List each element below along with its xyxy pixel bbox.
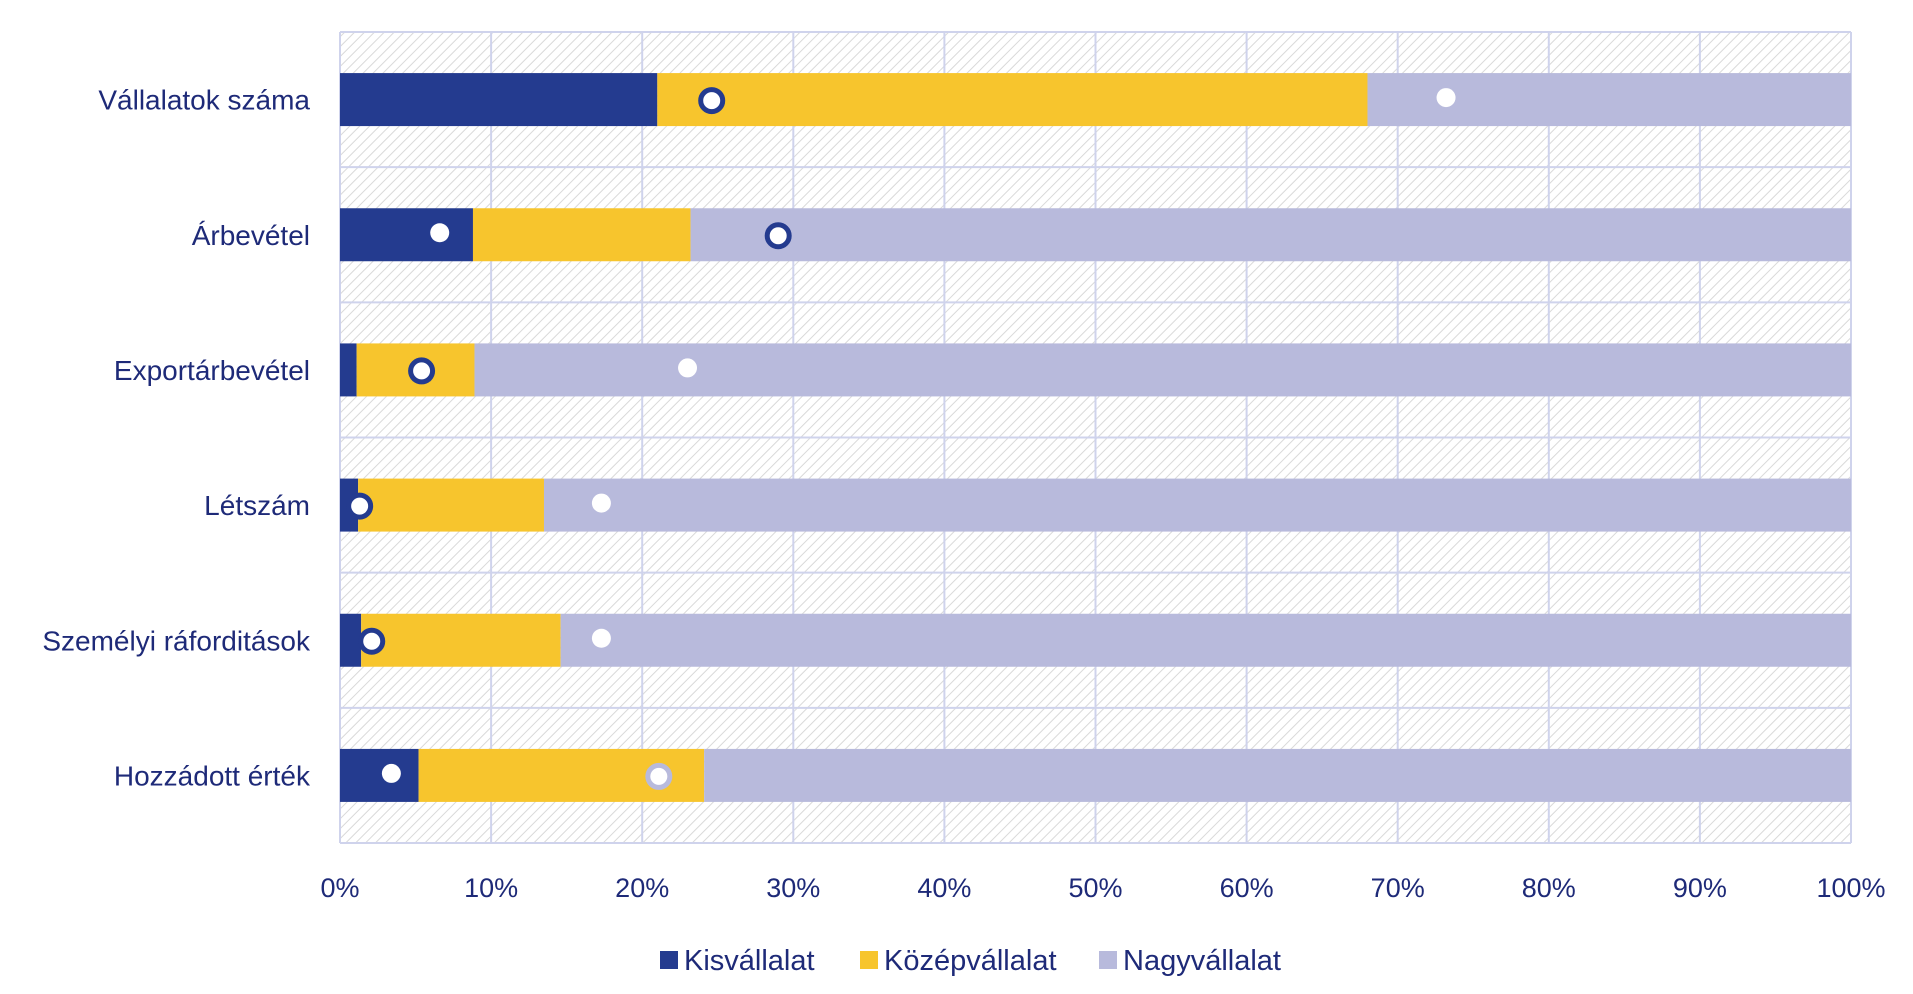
bar-kisvállalat: [340, 343, 357, 397]
bar-kisvállalat: [340, 73, 658, 127]
category-label: Hozzádott érték: [114, 760, 311, 791]
bar-középvállalat: [361, 613, 561, 667]
x-tick-label: 0%: [320, 873, 359, 903]
bar-nagyvállalat: [690, 208, 1851, 262]
filled-dot-marker: [1436, 88, 1456, 108]
legend-swatch-nagyvállalat: [1099, 951, 1117, 969]
ring-marker: [408, 357, 436, 385]
ring-marker: [645, 762, 673, 790]
x-tick-label: 100%: [1816, 873, 1885, 903]
filled-dot-marker: [430, 223, 450, 243]
ring-marker: [698, 87, 726, 115]
bar-kisvállalat: [340, 613, 362, 667]
x-tick-label: 70%: [1371, 873, 1425, 903]
x-axis-tick-labels: 0% 10% 20% 30% 40% 50% 60% 70% 80% 90% 100%: [320, 873, 1885, 903]
bar-kisvállalat: [340, 208, 473, 262]
filled-dot-marker: [381, 763, 401, 783]
legend-label: Kisvállalat: [684, 945, 815, 977]
category-label: Személyi ráforditások: [42, 625, 311, 656]
category-label: Exportárbevétel: [114, 355, 310, 386]
bar-középvállalat: [358, 478, 544, 532]
x-tick-label: 30%: [766, 873, 820, 903]
x-tick-label: 90%: [1673, 873, 1727, 903]
x-tick-label: 40%: [917, 873, 971, 903]
category-label: Árbevétel: [192, 220, 310, 251]
legend-swatch-kisvállalat: [660, 951, 678, 969]
filled-dot-marker: [591, 628, 611, 648]
x-tick-label: 50%: [1068, 873, 1122, 903]
bar-nagyvállalat: [474, 343, 1851, 397]
category-labels: Vállalatok száma Árbevétel Exportárbevétel…: [42, 85, 311, 792]
category-label: Létszám: [204, 490, 310, 521]
x-tick-label: 20%: [615, 873, 669, 903]
legend-label: Nagyvállalat: [1123, 945, 1281, 977]
bar-nagyvállalat: [560, 613, 1852, 667]
bar-középvállalat: [472, 208, 691, 262]
legend-label: Középvállalat: [884, 945, 1057, 977]
bars: [340, 73, 1852, 802]
ring-marker: [346, 492, 374, 520]
legend: Kisvállalat Középvállalat Nagyvállalat: [660, 945, 1281, 977]
filled-dot-marker: [678, 358, 698, 378]
x-tick-label: 60%: [1220, 873, 1274, 903]
markers: [346, 87, 1456, 790]
x-tick-label: 80%: [1522, 873, 1576, 903]
x-tick-label: 10%: [464, 873, 518, 903]
filled-dot-marker: [591, 493, 611, 513]
gridlines: [339, 31, 1852, 844]
bar-nagyvállalat: [704, 748, 1851, 802]
ring-marker: [764, 222, 792, 250]
bar-középvállalat: [657, 73, 1368, 127]
bar-nagyvállalat: [543, 478, 1851, 532]
ring-marker: [358, 627, 386, 655]
category-label: Vállalatok száma: [98, 85, 310, 116]
legend-swatch-középvállalat: [860, 951, 878, 969]
bar-kisvállalat: [340, 748, 419, 802]
